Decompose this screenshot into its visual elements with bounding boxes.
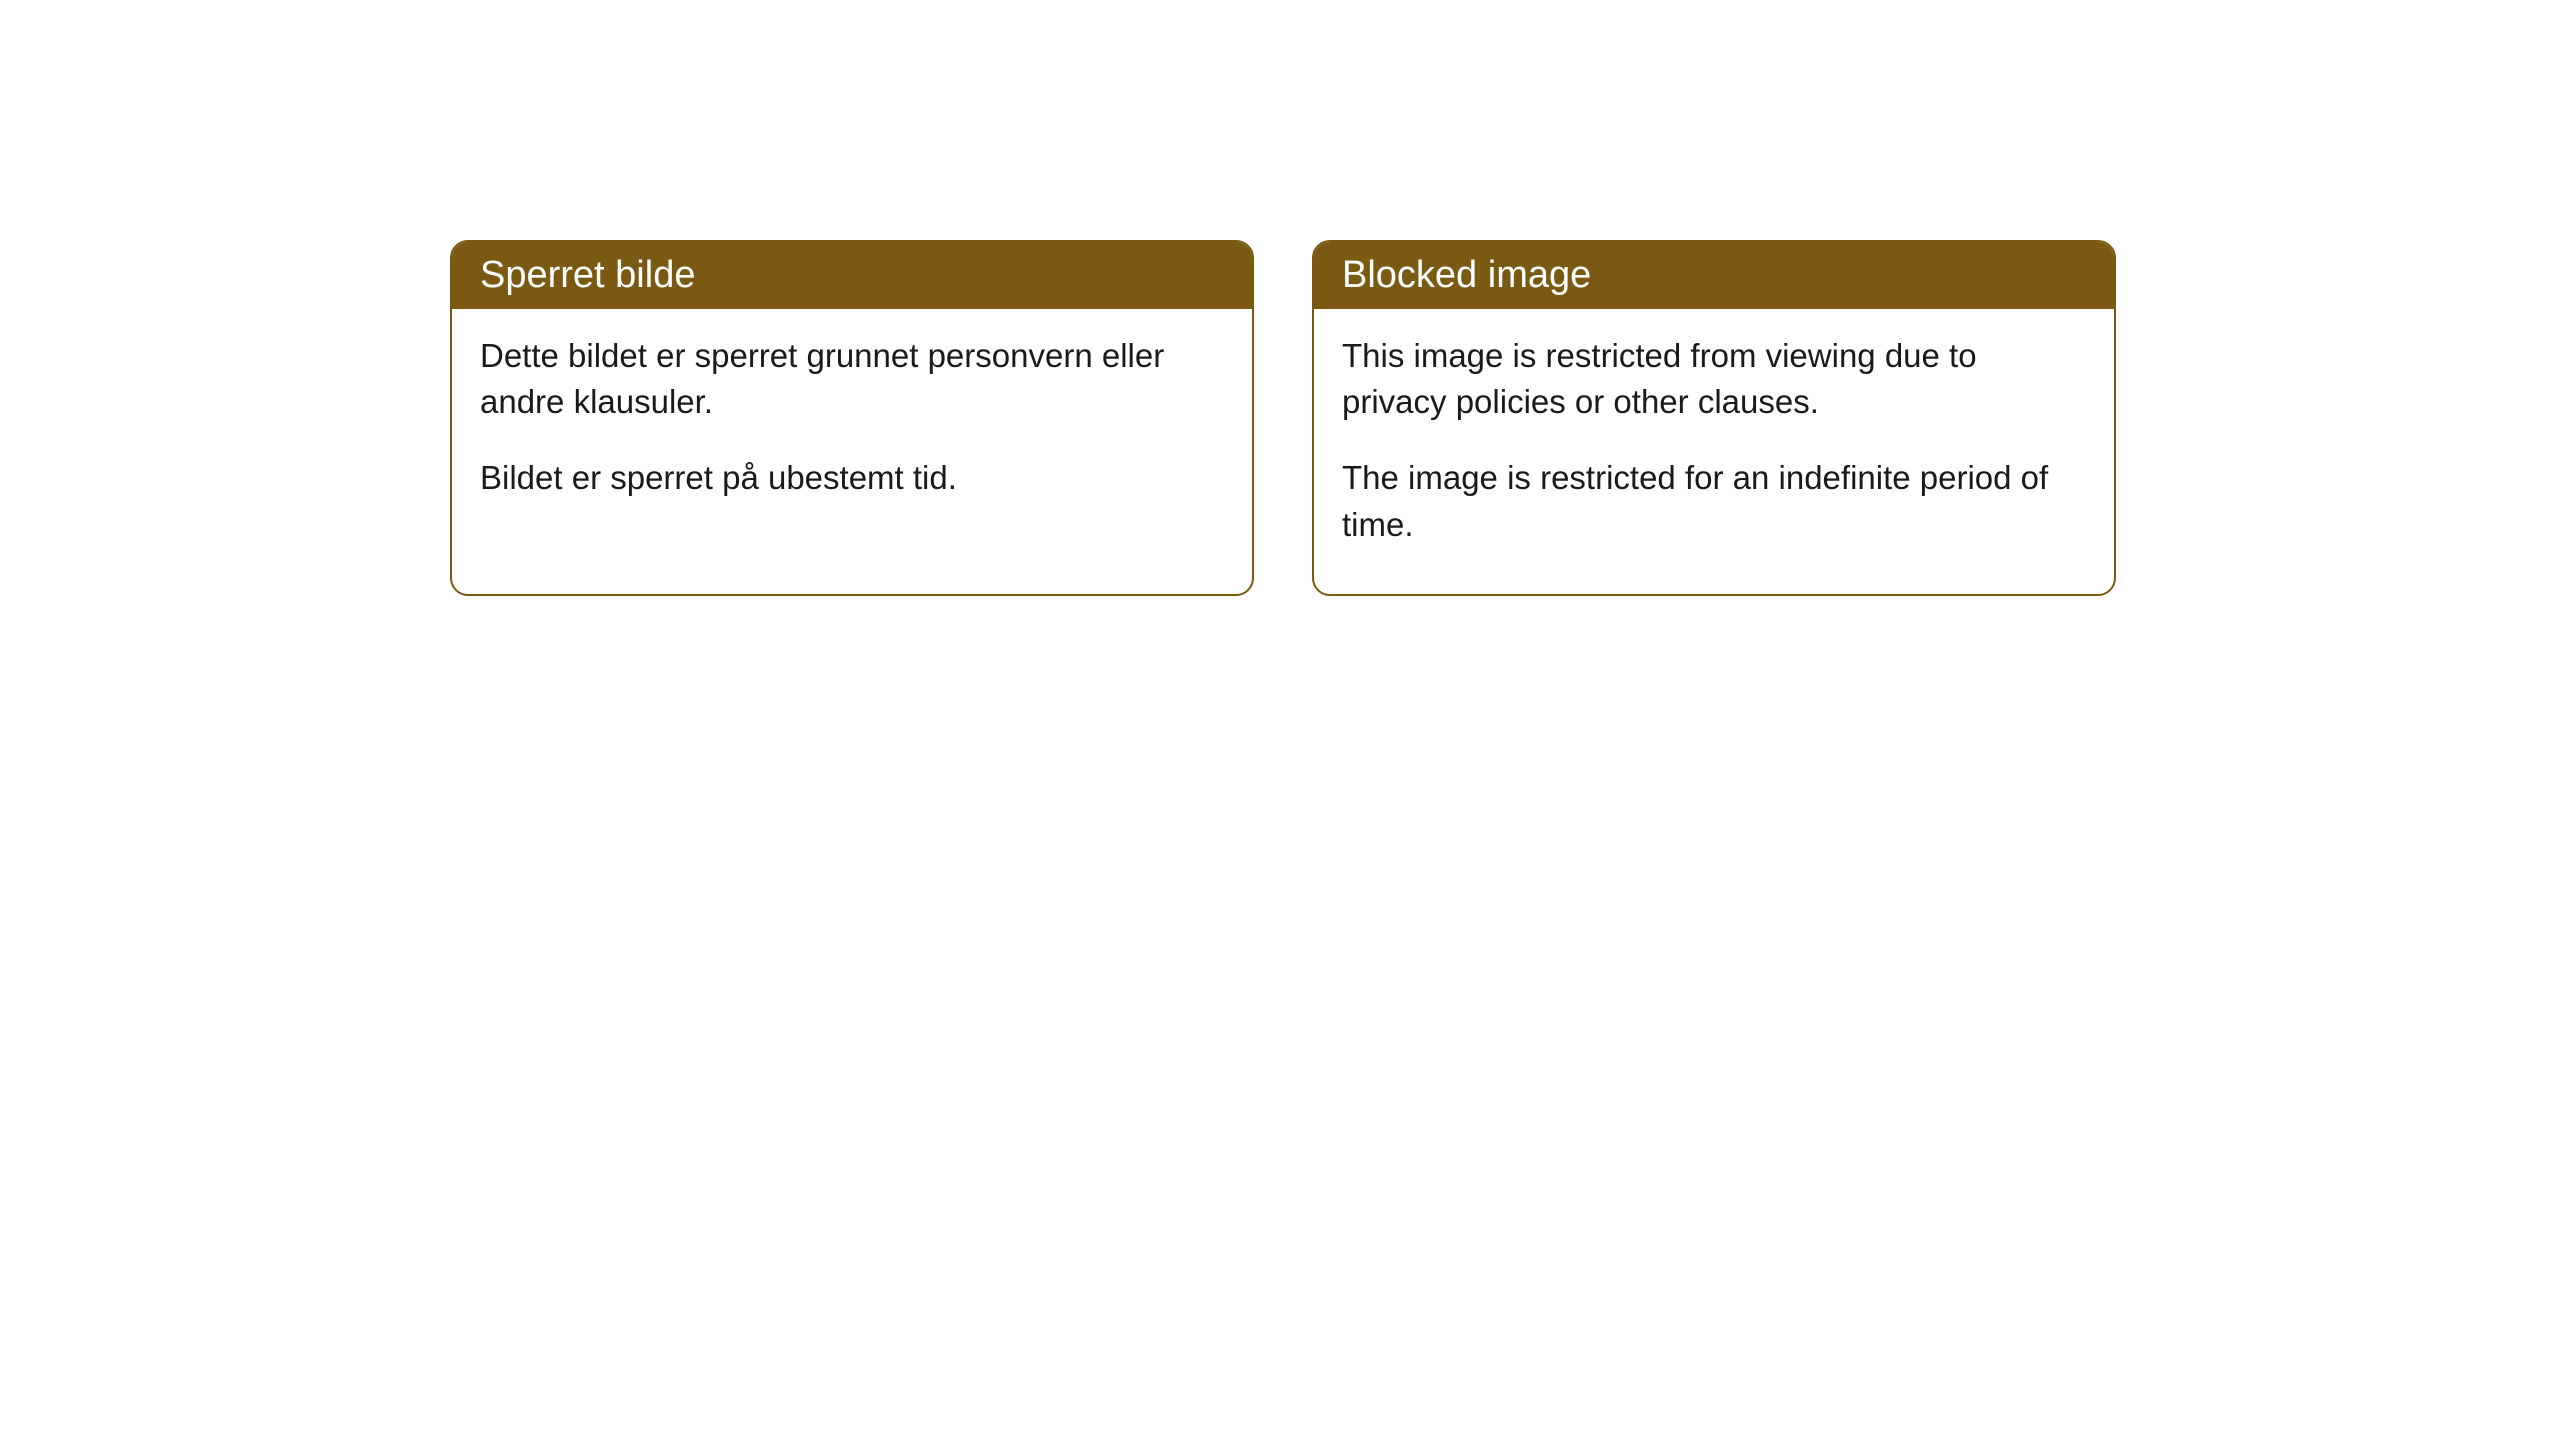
blocked-image-card-english: Blocked image This image is restricted f… [1312, 240, 2116, 596]
card-paragraph-1: This image is restricted from viewing du… [1342, 333, 2086, 425]
cards-container: Sperret bilde Dette bildet er sperret gr… [0, 0, 2560, 596]
card-header: Sperret bilde [452, 242, 1252, 309]
card-paragraph-2: The image is restricted for an indefinit… [1342, 455, 2086, 547]
card-header: Blocked image [1314, 242, 2114, 309]
card-body: This image is restricted from viewing du… [1314, 309, 2114, 594]
card-paragraph-1: Dette bildet er sperret grunnet personve… [480, 333, 1224, 425]
blocked-image-card-norwegian: Sperret bilde Dette bildet er sperret gr… [450, 240, 1254, 596]
card-body: Dette bildet er sperret grunnet personve… [452, 309, 1252, 548]
card-paragraph-2: Bildet er sperret på ubestemt tid. [480, 455, 1224, 501]
